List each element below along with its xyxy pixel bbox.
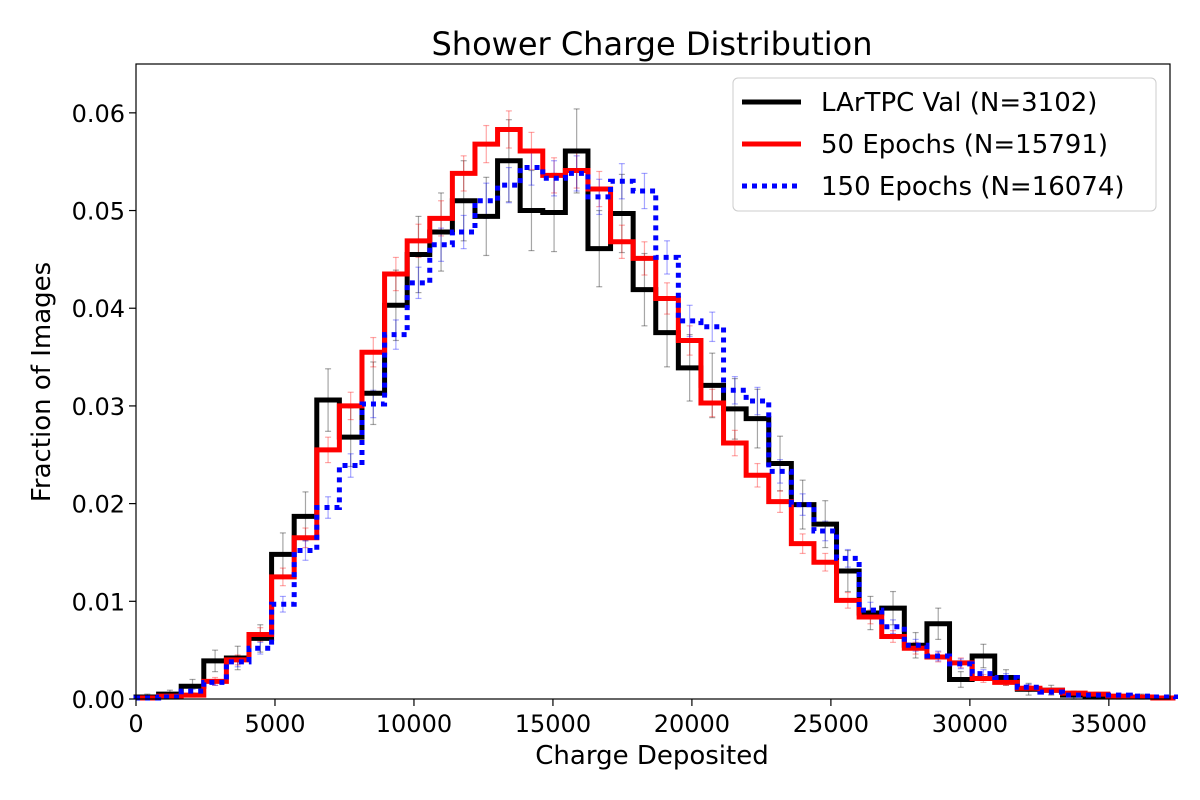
error-bar	[573, 155, 580, 192]
legend-label-2: 50 Epochs (N=15791)	[821, 130, 1108, 160]
series-line-3	[133, 165, 1178, 701]
error-bar	[347, 453, 354, 478]
error-bar	[844, 548, 851, 568]
x-tick-label: 30000	[932, 710, 1008, 738]
chart-title: Shower Charge Distribution	[431, 25, 872, 63]
plot-area	[133, 108, 1178, 701]
error-bar	[257, 641, 264, 655]
x-tick-label: 20000	[654, 710, 730, 738]
error-bar	[505, 166, 512, 204]
series-line-2	[133, 126, 1178, 701]
error-bar	[415, 266, 422, 300]
error-bar	[686, 304, 693, 338]
error-bar	[709, 311, 716, 343]
x-tick-label: 15000	[515, 710, 591, 738]
y-tick-label: 0.03	[72, 393, 125, 421]
error-bar	[890, 619, 897, 635]
y-tick-label: 0.05	[72, 198, 125, 226]
legend-label-1: LArTPC Val (N=3102)	[821, 88, 1097, 118]
error-bar	[302, 540, 309, 561]
plot-frame	[135, 63, 1171, 700]
x-tick-label: 35000	[1071, 710, 1147, 738]
x-tick-label: 0	[128, 710, 143, 738]
y-tick-label: 0.01	[72, 588, 125, 616]
y-tick-label: 0.00	[72, 686, 125, 714]
y-tick-label: 0.06	[72, 100, 125, 128]
x-tick-label: 25000	[793, 710, 869, 738]
y-tick-label: 0.04	[72, 295, 125, 323]
y-tick-label: 0.02	[72, 491, 125, 519]
x-axis-ticks: 0 5000 10000 15000 20000 25000 30000 35000	[128, 699, 1147, 738]
y-axis-ticks: 0.00 0.01 0.02 0.03 0.04 0.05 0.06	[72, 100, 136, 714]
legend-box	[732, 77, 1157, 212]
legend-label-3: 150 Epochs (N=16074)	[821, 172, 1125, 202]
y-axis-label: Fraction of Images	[27, 262, 57, 502]
x-tick-label: 10000	[376, 710, 452, 738]
series-lines	[133, 126, 1178, 701]
x-tick-label: 5000	[244, 710, 305, 738]
legend: LArTPC Val (N=3102) 50 Epochs (N=15791) 15…	[732, 77, 1157, 212]
error-bar	[754, 386, 761, 416]
x-axis-label: Charge Deposited	[535, 741, 768, 771]
